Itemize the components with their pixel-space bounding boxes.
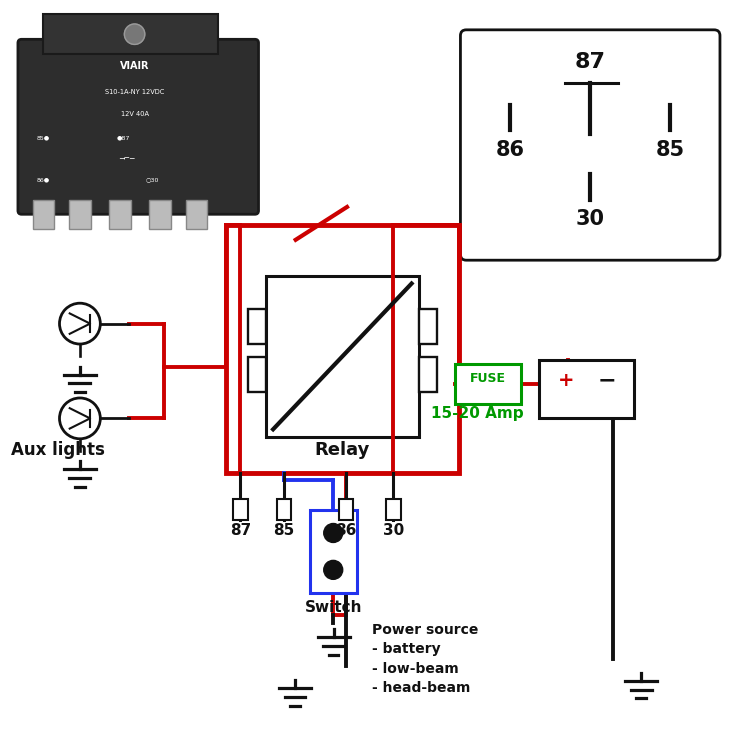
- Bar: [419, 357, 437, 392]
- Text: 86: 86: [336, 523, 357, 538]
- Bar: [109, 200, 131, 229]
- Bar: [386, 499, 400, 520]
- Text: 30: 30: [383, 523, 404, 538]
- Text: Switch: Switch: [305, 600, 362, 614]
- FancyBboxPatch shape: [18, 39, 258, 214]
- Text: 87: 87: [230, 523, 251, 538]
- Text: ○30: ○30: [146, 177, 159, 182]
- Text: 12V 40A: 12V 40A: [121, 111, 149, 117]
- Text: 30: 30: [576, 209, 605, 229]
- Text: 85: 85: [656, 140, 685, 160]
- Bar: [456, 364, 521, 404]
- Text: −: −: [598, 370, 617, 390]
- Circle shape: [124, 24, 145, 45]
- Bar: [149, 200, 171, 229]
- Bar: [339, 499, 353, 520]
- Text: 85: 85: [273, 523, 294, 538]
- Text: FUSE: FUSE: [470, 372, 506, 385]
- Text: 15-20 Amp: 15-20 Amp: [431, 407, 523, 421]
- Text: +: +: [557, 371, 574, 390]
- Bar: [247, 357, 266, 392]
- Text: 86: 86: [495, 140, 525, 160]
- Circle shape: [324, 524, 343, 542]
- Text: VIAIR: VIAIR: [120, 61, 149, 71]
- Text: 87: 87: [575, 53, 606, 73]
- Bar: [185, 200, 208, 229]
- Text: Power source
- battery
- low-beam
- head-beam: Power source - battery - low-beam - head…: [372, 623, 478, 695]
- Text: 86●: 86●: [36, 177, 49, 182]
- Bar: [226, 226, 459, 473]
- Circle shape: [324, 560, 343, 580]
- Bar: [539, 360, 634, 418]
- Text: 85●: 85●: [36, 136, 49, 141]
- Text: ●87: ●87: [116, 136, 130, 141]
- Bar: [69, 200, 91, 229]
- Bar: [32, 200, 54, 229]
- Bar: [310, 510, 357, 594]
- Bar: [233, 499, 247, 520]
- FancyBboxPatch shape: [461, 30, 720, 260]
- Bar: [247, 309, 266, 344]
- Bar: [419, 309, 437, 344]
- Bar: [277, 499, 291, 520]
- Text: Aux lights: Aux lights: [11, 441, 105, 459]
- Bar: [266, 276, 419, 436]
- FancyBboxPatch shape: [43, 14, 219, 54]
- Text: ─⌐─: ─⌐─: [119, 154, 135, 163]
- Text: Relay: Relay: [315, 441, 370, 459]
- Text: S10-1A-NY 12VDC: S10-1A-NY 12VDC: [105, 90, 164, 96]
